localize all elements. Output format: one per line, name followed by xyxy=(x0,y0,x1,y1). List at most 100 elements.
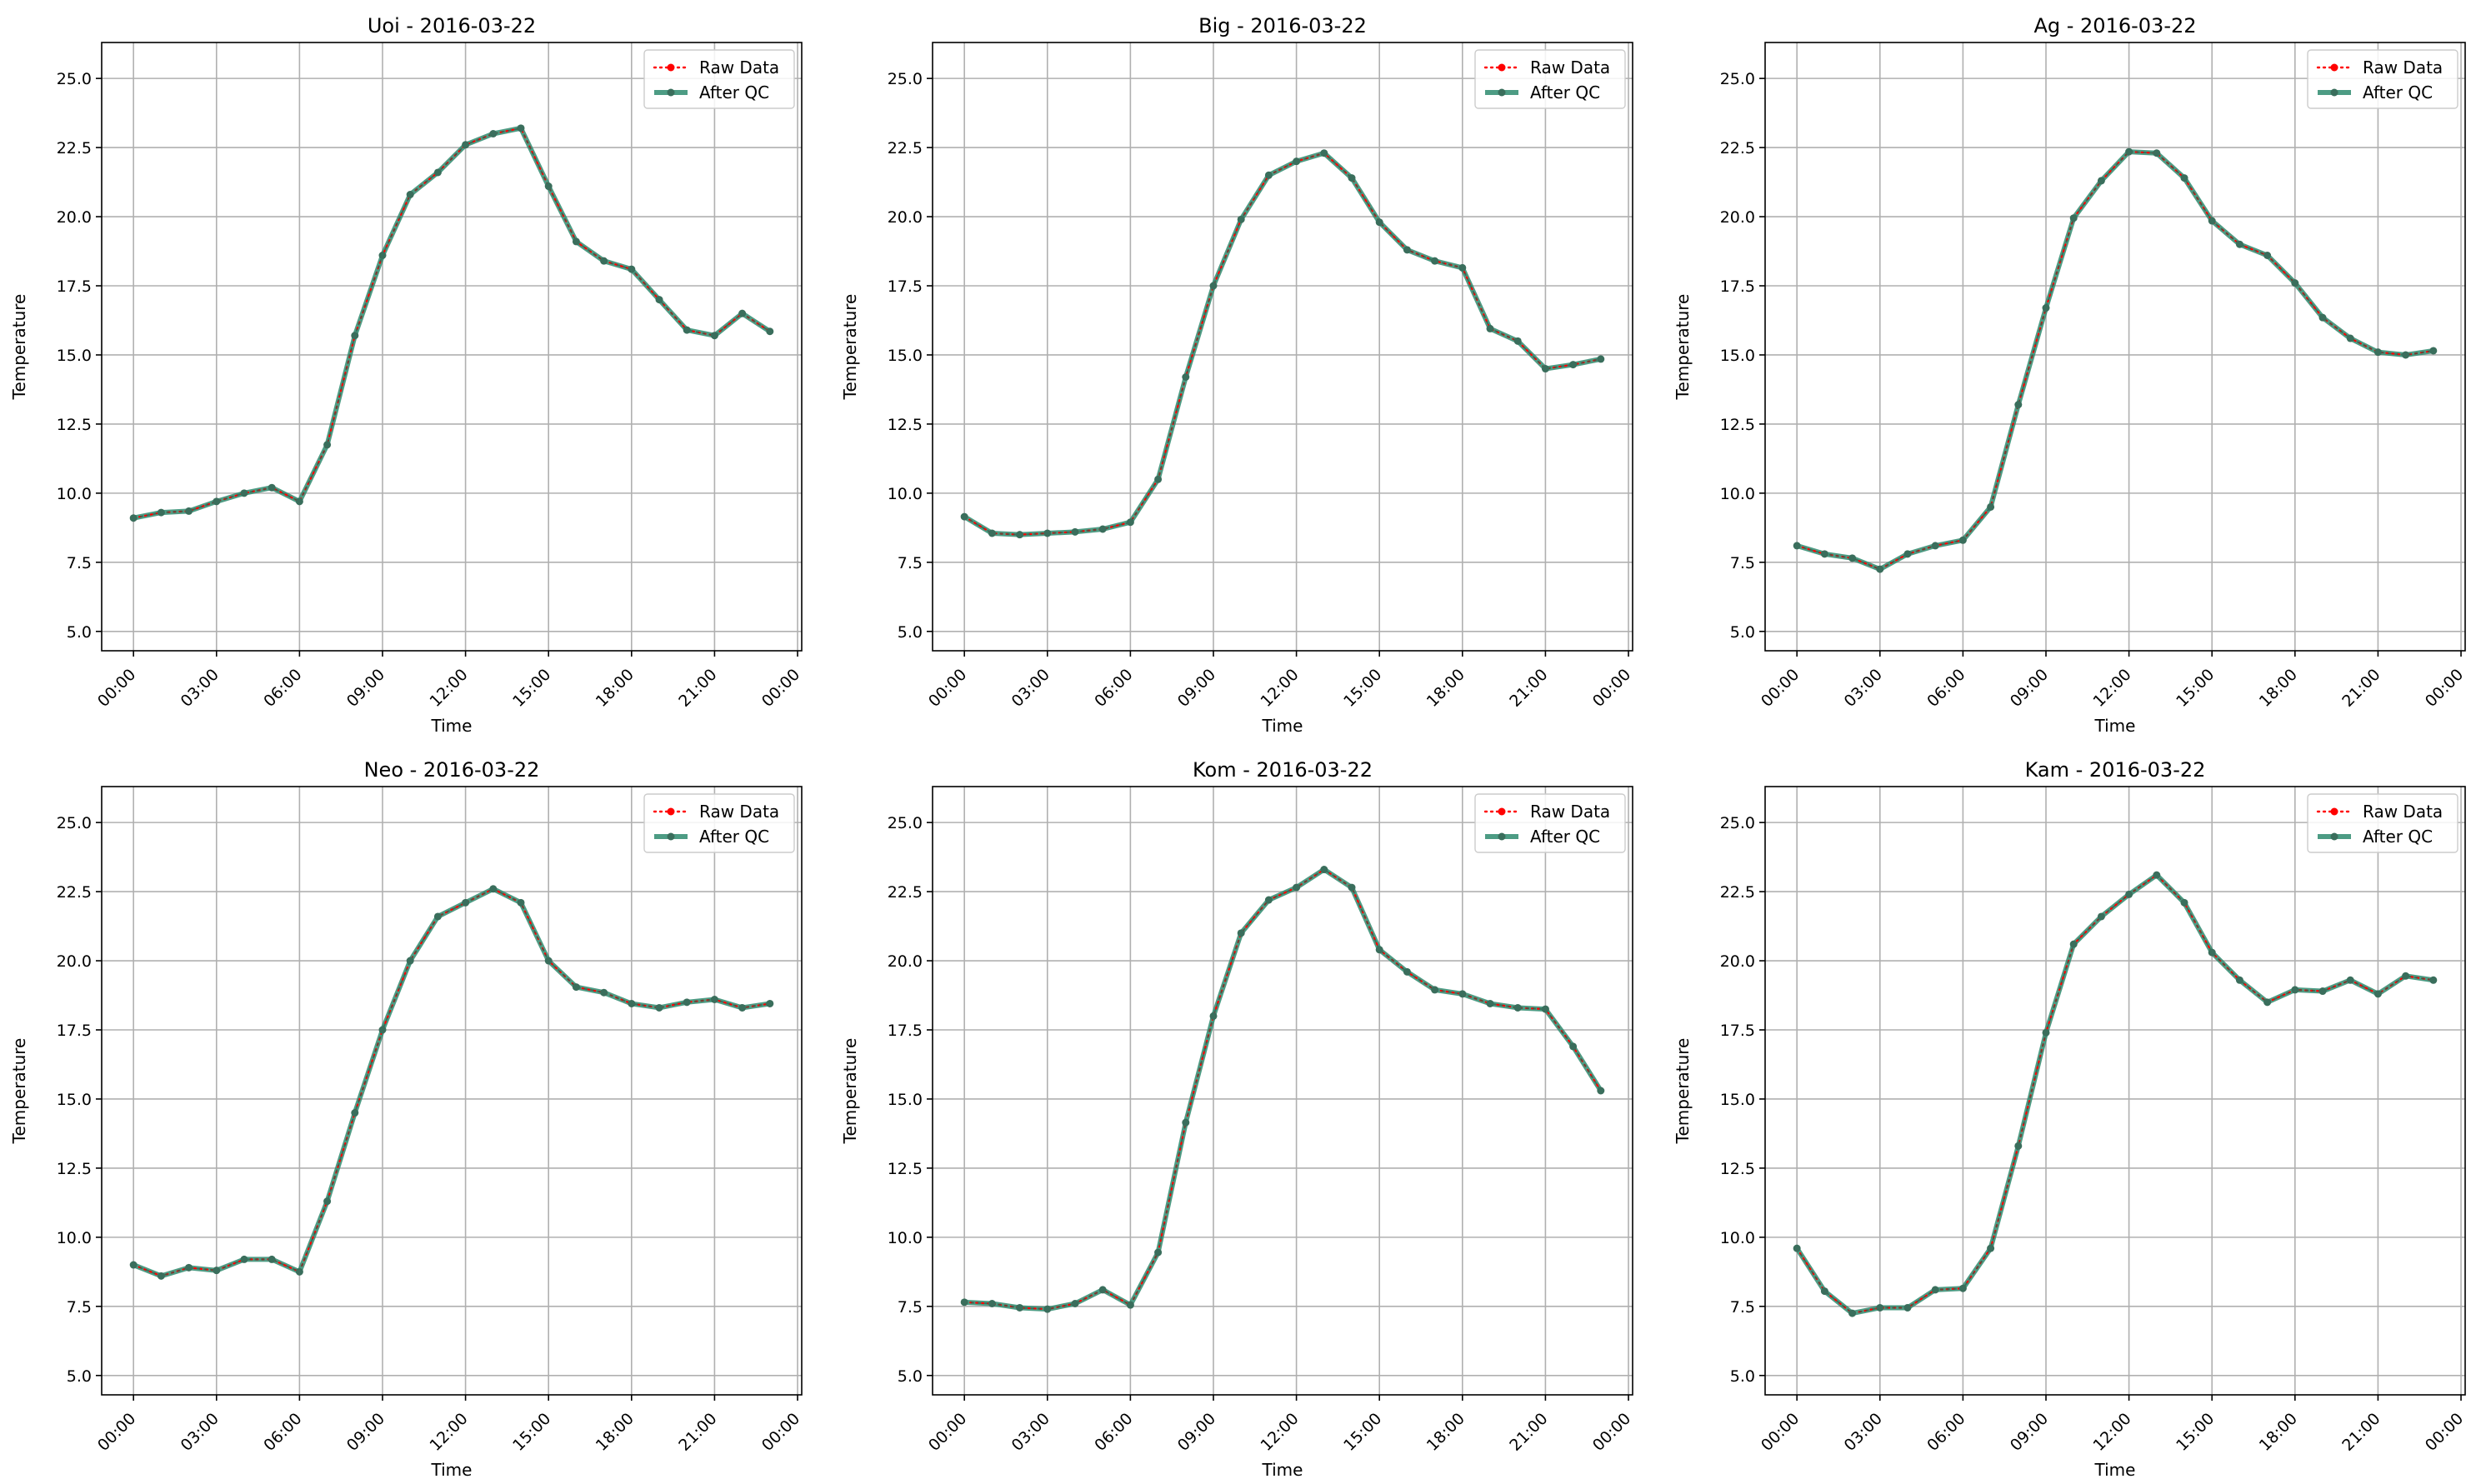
data-point xyxy=(268,483,276,492)
legend: Raw Data After QC xyxy=(1474,49,1626,109)
data-point xyxy=(2153,149,2161,157)
y-tick-label: 25.0 xyxy=(888,70,923,88)
chart-title: Neo - 2016-03-22 xyxy=(364,758,540,782)
data-point xyxy=(1016,531,1024,539)
axes-frame xyxy=(101,786,803,1396)
grid xyxy=(102,42,802,651)
grid xyxy=(933,787,1633,1395)
x-tick-label: 18:00 xyxy=(2256,666,2301,711)
y-tick-label: 10.0 xyxy=(1720,1229,1755,1247)
legend-label-after-qc: After QC xyxy=(1530,827,1600,847)
data-point xyxy=(960,1298,968,1307)
y-tick-label: 25.0 xyxy=(57,70,92,88)
data-point xyxy=(1293,157,1301,166)
axes-frame xyxy=(101,42,803,652)
x-tick-label: 12:00 xyxy=(1257,666,1302,711)
x-tick-label: 03:00 xyxy=(1008,666,1053,711)
data-point xyxy=(1154,1248,1163,1257)
series-line-after-qc xyxy=(963,150,1602,537)
y-tick-label: 17.5 xyxy=(888,277,923,296)
x-tick-label: 00:00 xyxy=(925,666,970,711)
y-tick-label: 7.5 xyxy=(898,554,923,572)
legend-marker-after-qc xyxy=(2330,832,2338,841)
x-tick-label: 12:00 xyxy=(2089,666,2134,711)
legend-marker-raw-data xyxy=(2330,63,2338,72)
y-tick-label: 15.0 xyxy=(1720,347,1755,365)
data-point xyxy=(544,957,553,965)
data-point xyxy=(157,508,165,517)
data-point xyxy=(1182,373,1190,381)
data-point xyxy=(1848,1309,1857,1317)
data-point xyxy=(1820,1287,1828,1296)
y-tick-label: 17.5 xyxy=(1720,277,1755,296)
data-point xyxy=(1569,361,1578,369)
data-point xyxy=(628,265,636,273)
x-tick-label: 00:00 xyxy=(925,1410,970,1455)
y-tick-label: 17.5 xyxy=(888,1022,923,1040)
x-tick-label: 06:00 xyxy=(260,666,305,711)
data-point xyxy=(517,124,525,132)
data-point xyxy=(2318,313,2327,322)
y-tick-label: 10.0 xyxy=(888,1229,923,1247)
data-point xyxy=(2180,174,2188,182)
data-point xyxy=(2097,177,2105,185)
x-axis-label: Time xyxy=(431,716,473,736)
data-point xyxy=(1431,257,1439,265)
series-line-after-qc xyxy=(1796,149,2434,572)
x-tick-label: 09:00 xyxy=(2007,1410,2052,1455)
legend-marker-after-qc xyxy=(667,88,675,97)
data-point xyxy=(2125,147,2133,156)
y-tick-label: 10.0 xyxy=(57,485,92,503)
data-point xyxy=(1793,1244,1801,1252)
y-tick-label: 22.5 xyxy=(888,883,923,902)
legend-marker-raw-data xyxy=(1498,807,1506,816)
series-line-after-qc xyxy=(133,125,772,521)
data-point xyxy=(240,1255,248,1263)
data-point xyxy=(1403,967,1411,976)
data-point xyxy=(1486,999,1494,1007)
series-line-after-qc xyxy=(1794,872,2434,1317)
x-tick-label: 06:00 xyxy=(1923,666,1968,711)
series-line-after-qc xyxy=(964,867,1603,1312)
data-point xyxy=(1237,215,1245,223)
data-point xyxy=(1403,246,1411,254)
legend: Raw Data After QC xyxy=(643,49,795,109)
data-point xyxy=(2042,304,2050,312)
data-point xyxy=(433,168,442,177)
data-point xyxy=(2014,1142,2023,1150)
y-tick-label: 15.0 xyxy=(1720,1091,1755,1109)
y-tick-label: 5.0 xyxy=(898,1367,923,1386)
data-point xyxy=(1043,529,1052,537)
series-line-overlay xyxy=(964,868,1602,1311)
y-tick-label: 15.0 xyxy=(888,347,923,365)
data-point xyxy=(1264,171,1273,179)
data-point xyxy=(1876,565,1884,573)
x-tick-label: 15:00 xyxy=(2173,666,2218,711)
data-point xyxy=(351,332,359,340)
y-tick-label: 10.0 xyxy=(57,1229,92,1247)
y-tick-label: 25.0 xyxy=(888,814,923,832)
series-line-raw-data xyxy=(1796,150,2434,571)
data-point xyxy=(655,1003,663,1012)
data-point xyxy=(1931,542,1939,550)
y-axis-label: Temperature xyxy=(1673,294,1693,401)
data-point xyxy=(1209,282,1218,290)
data-point xyxy=(157,1272,165,1280)
x-tick-label: 21:00 xyxy=(2338,666,2383,711)
data-point xyxy=(2235,976,2243,984)
chart-panel: Neo - 2016-03-22 00:00 03:00 06:00 09:00 12:0… xyxy=(9,758,803,1480)
data-point xyxy=(1237,929,1245,937)
legend: Raw Data After QC xyxy=(2307,793,2458,853)
data-point xyxy=(433,912,442,921)
data-point xyxy=(1820,550,1828,558)
legend-label-raw-data: Raw Data xyxy=(2363,802,2443,822)
y-tick-label: 10.0 xyxy=(1720,485,1755,503)
legend-label-after-qc: After QC xyxy=(2363,827,2433,847)
data-point xyxy=(1569,1042,1578,1051)
y-tick-label: 17.5 xyxy=(1720,1022,1755,1040)
series-line-raw-data xyxy=(963,152,1602,536)
data-point xyxy=(738,309,747,317)
data-point xyxy=(378,252,387,259)
data-point xyxy=(129,514,138,522)
y-tick-label: 20.0 xyxy=(888,208,923,227)
